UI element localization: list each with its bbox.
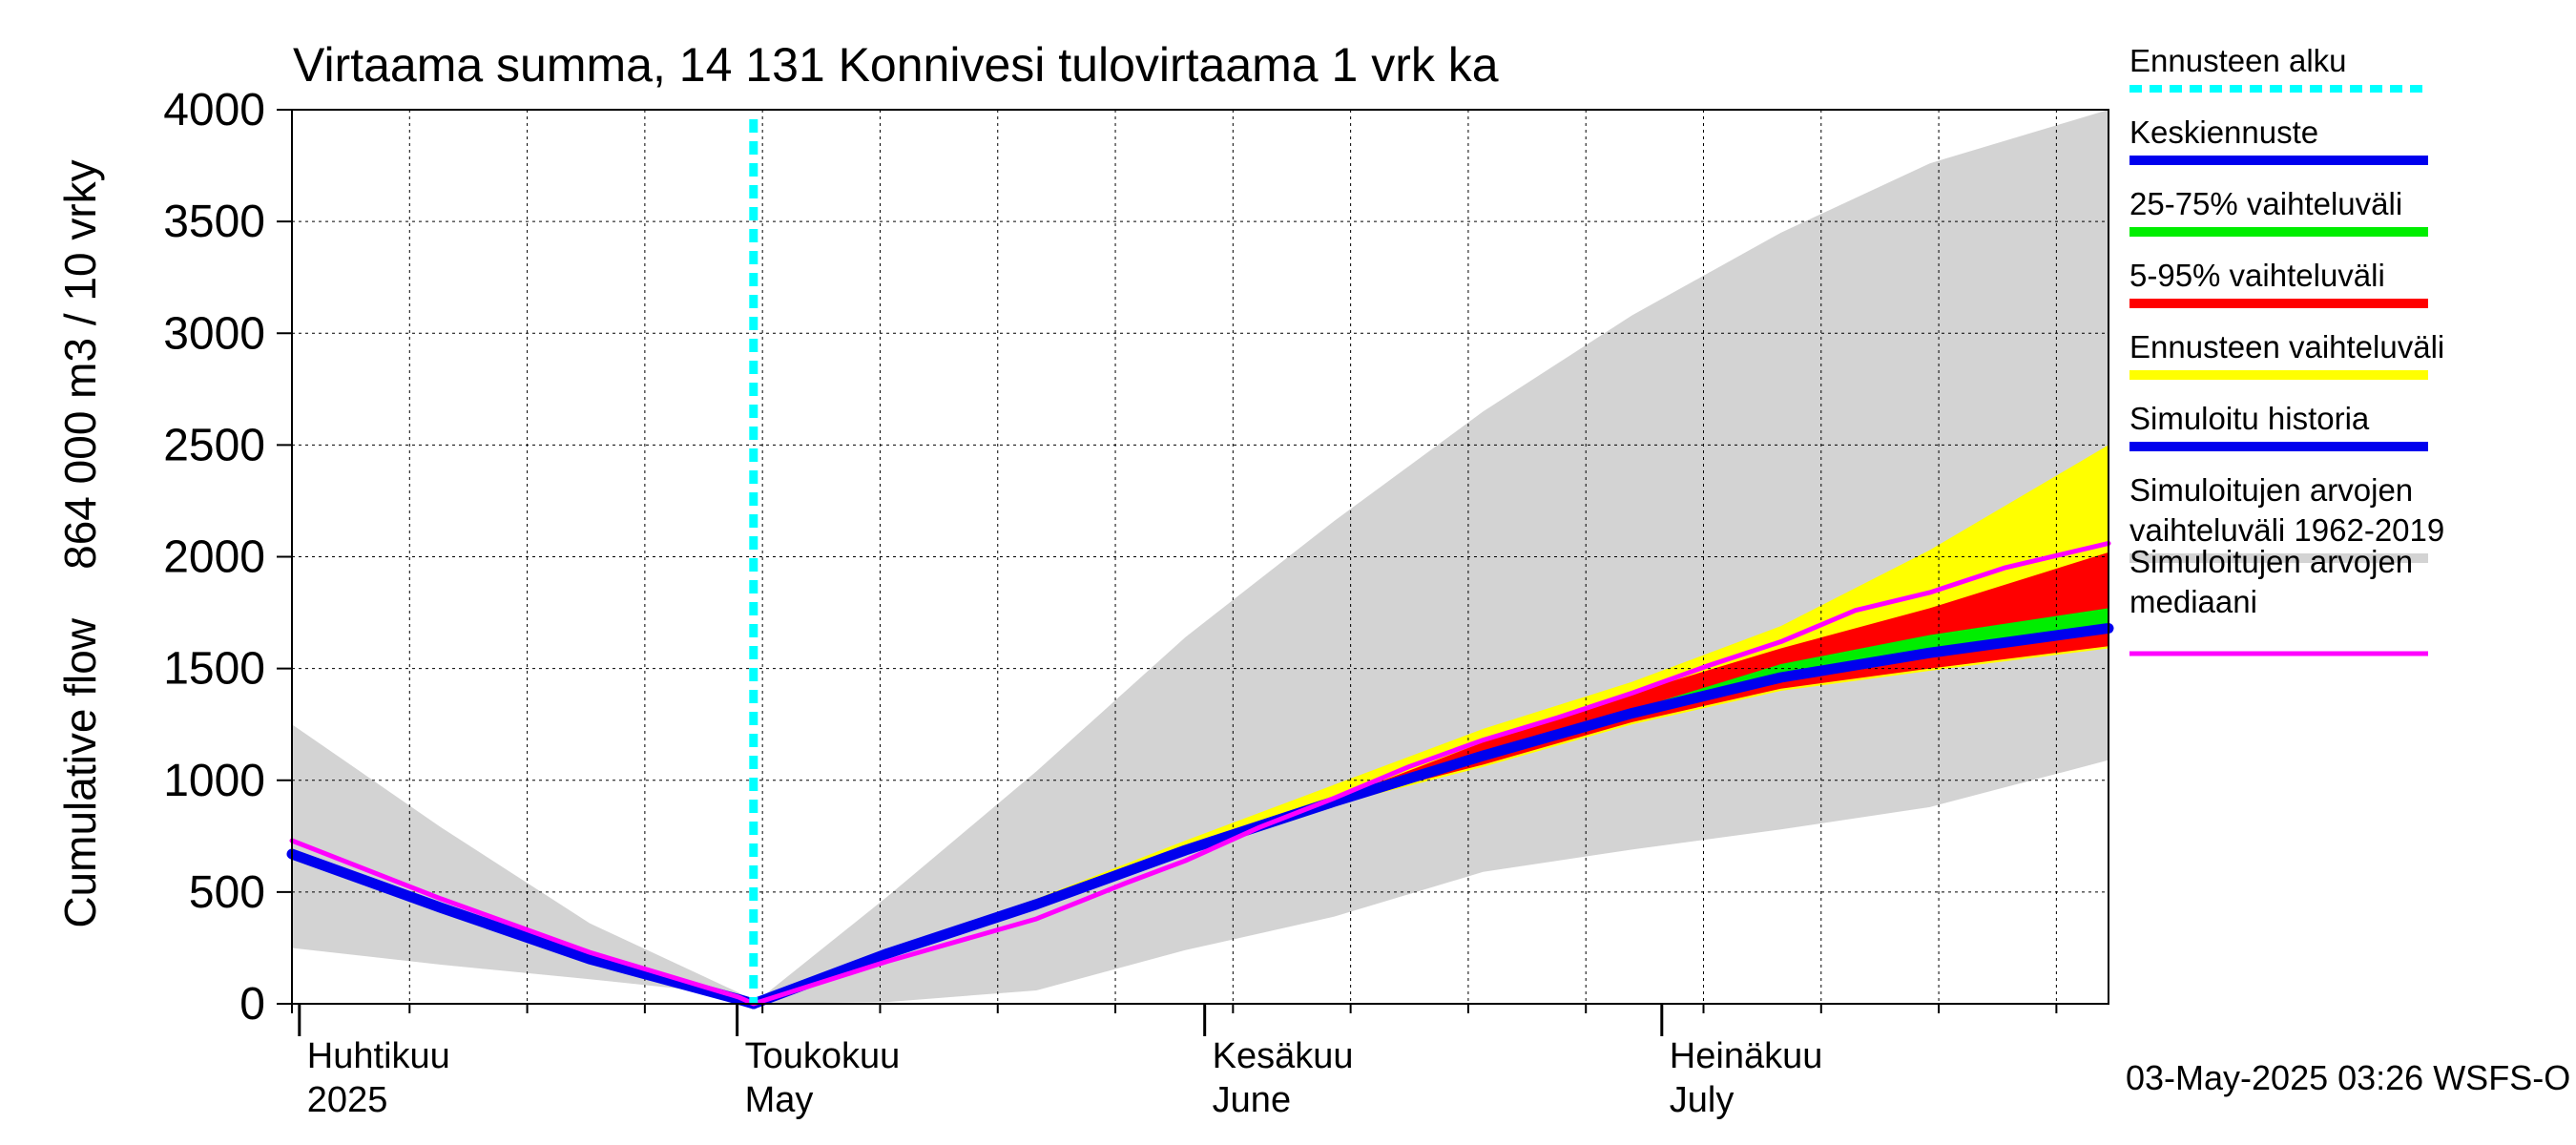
y-axis-label: Cumulative flow 864 000 m3 / 10 vrky	[55, 159, 105, 927]
x-month-label: Toukokuu	[745, 1036, 901, 1076]
line-keskiennuste	[748, 622, 2114, 1010]
x-month-label: Kesäkuu	[1213, 1036, 1354, 1076]
y-tick-label: 1000	[163, 756, 265, 806]
y-tick-label: 0	[239, 979, 265, 1030]
y-tick-label: 500	[189, 867, 265, 918]
legend-label: 25-75% vaihteluväli	[2129, 186, 2402, 221]
line-simuloitujen-arvojen-mediaani	[289, 540, 2111, 1007]
x-year-label: July	[1670, 1080, 1735, 1120]
legend-label: Simuloitu historia	[2129, 401, 2370, 436]
chart-title: Virtaama summa, 14 131 Konnivesi tulovir…	[293, 38, 1499, 92]
x-month-label: Heinäkuu	[1670, 1036, 1823, 1076]
y-tick-label: 4000	[163, 85, 265, 135]
legend-label: 5-95% vaihteluväli	[2129, 258, 2385, 293]
footer-timestamp: 03-May-2025 03:26 WSFS-O	[2126, 1058, 2570, 1097]
x-month-label: Huhtikuu	[307, 1036, 450, 1076]
y-tick-label: 3000	[163, 308, 265, 359]
legend-label: Keskiennuste	[2129, 114, 2318, 150]
y-tick-label: 1500	[163, 644, 265, 695]
legend-label-line2: mediaani	[2129, 584, 2257, 619]
legend-label-line2: vaihteluväli 1962-2019	[2129, 512, 2444, 548]
series-line-layer	[286, 540, 2114, 1010]
legend-label: Ennusteen vaihteluväli	[2129, 329, 2444, 364]
y-tick-label: 2500	[163, 420, 265, 470]
x-year-label: May	[745, 1080, 814, 1120]
y-tick-label: 3500	[163, 197, 265, 247]
band-5-95-vaihteluv-li	[753, 552, 2109, 1004]
x-year-label: June	[1213, 1080, 1291, 1120]
legend-label: Simuloitujen arvojen	[2129, 472, 2413, 508]
y-tick-label: 2000	[163, 532, 265, 583]
x-year-label: 2025	[307, 1080, 388, 1120]
legend-label: Ennusteen alku	[2129, 43, 2347, 78]
legend-label: Simuloitujen arvojen	[2129, 544, 2413, 579]
axes-layer: 0 500 1000 1500 2000 2500 3000 3500 4000 Huhtikuu…	[163, 85, 2109, 1120]
legend: Ennusteen alku Keskiennuste 25-75% vaihtel…	[2129, 43, 2444, 656]
